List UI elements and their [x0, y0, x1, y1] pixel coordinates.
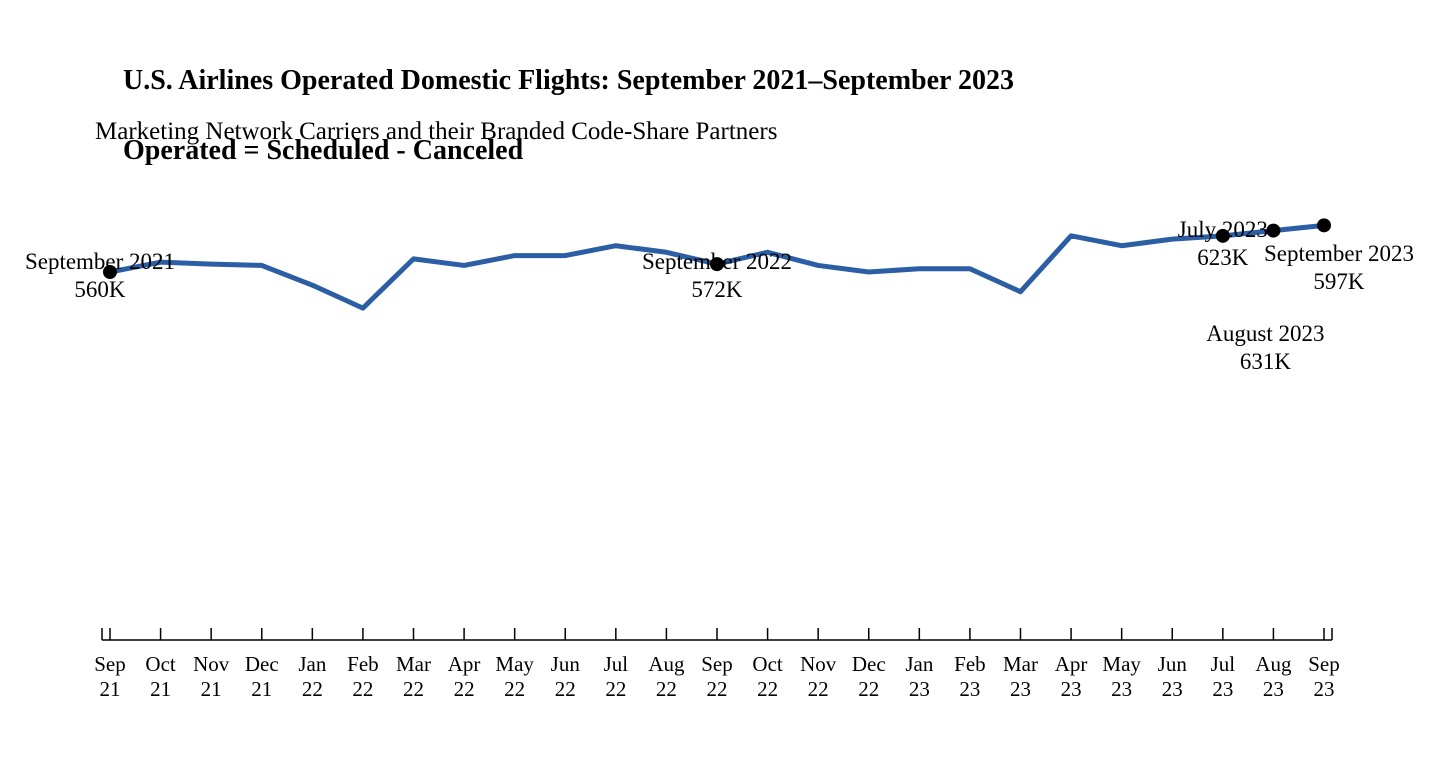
x-tick-label: Nov21 [193, 652, 229, 702]
x-tick-label: Oct22 [752, 652, 782, 702]
x-tick-month: Dec [245, 652, 279, 677]
x-tick-year: 22 [752, 677, 782, 702]
data-point-label-name: August 2023 [1206, 320, 1324, 348]
x-tick-month: Jun [551, 652, 580, 677]
x-tick-month: Mar [1003, 652, 1038, 677]
x-tick-year: 23 [1158, 677, 1187, 702]
data-point-label: September 2022572K [642, 248, 792, 303]
x-tick-year: 22 [648, 677, 684, 702]
x-tick-year: 23 [905, 677, 933, 702]
x-tick-label: Aug23 [1255, 652, 1291, 702]
x-tick-year: 22 [298, 677, 326, 702]
x-tick-month: May [1102, 652, 1141, 677]
data-point-label-name: September 2022 [642, 248, 792, 276]
x-tick-label: Jan23 [905, 652, 933, 702]
x-tick-year: 22 [551, 677, 580, 702]
x-tick-year: 23 [1102, 677, 1141, 702]
x-tick-year: 22 [495, 677, 534, 702]
x-tick-label: Aug22 [648, 652, 684, 702]
x-tick-label: Mar23 [1003, 652, 1038, 702]
data-point-label-value: 560K [25, 276, 175, 304]
x-tick-label: Sep23 [1308, 652, 1340, 702]
x-tick-year: 23 [1308, 677, 1340, 702]
data-point-label: September 2023597K [1264, 240, 1414, 295]
x-tick-year: 21 [145, 677, 175, 702]
x-tick-year: 21 [94, 677, 126, 702]
page: U.S. Airlines Operated Domestic Flights:… [0, 0, 1430, 764]
x-tick-year: 23 [1211, 677, 1236, 702]
x-tick-year: 23 [1255, 677, 1291, 702]
data-point-label-name: July 2023 [1178, 216, 1268, 244]
data-point-label-name: September 2021 [25, 248, 175, 276]
x-tick-label: Feb22 [347, 652, 379, 702]
x-tick-month: Oct [752, 652, 782, 677]
data-point-label-value: 623K [1178, 244, 1268, 272]
x-tick-label: Oct21 [145, 652, 175, 702]
x-tick-month: Sep [94, 652, 126, 677]
data-point-label: August 2023631K [1206, 320, 1324, 375]
x-tick-month: Dec [852, 652, 886, 677]
x-tick-year: 21 [245, 677, 279, 702]
x-tick-month: Aug [1255, 652, 1291, 677]
x-tick-label: May23 [1102, 652, 1141, 702]
x-tick-month: Jul [604, 652, 629, 677]
x-tick-month: Nov [193, 652, 229, 677]
x-tick-label: Sep21 [94, 652, 126, 702]
x-tick-year: 22 [347, 677, 379, 702]
x-tick-label: Jul22 [604, 652, 629, 702]
data-point-label: September 2021560K [25, 248, 175, 303]
x-tick-month: Mar [396, 652, 431, 677]
x-tick-month: Jun [1158, 652, 1187, 677]
x-tick-label: Jan22 [298, 652, 326, 702]
line-chart [0, 0, 1430, 764]
x-tick-label: May22 [495, 652, 534, 702]
data-point-label-value: 597K [1264, 268, 1414, 296]
x-tick-label: Jun23 [1158, 652, 1187, 702]
x-tick-label: Dec22 [852, 652, 886, 702]
x-tick-label: Jun22 [551, 652, 580, 702]
x-tick-year: 22 [701, 677, 733, 702]
x-tick-label: Jul23 [1211, 652, 1236, 702]
x-tick-year: 21 [193, 677, 229, 702]
x-tick-label: Nov22 [800, 652, 836, 702]
x-tick-month: Apr [1055, 652, 1088, 677]
x-tick-year: 23 [1003, 677, 1038, 702]
x-tick-month: Aug [648, 652, 684, 677]
x-tick-month: Sep [701, 652, 733, 677]
x-tick-label: Apr22 [448, 652, 481, 702]
x-tick-month: Nov [800, 652, 836, 677]
x-tick-label: Apr23 [1055, 652, 1088, 702]
x-tick-year: 23 [1055, 677, 1088, 702]
data-point-label-value: 631K [1206, 348, 1324, 376]
x-tick-label: Feb23 [954, 652, 986, 702]
x-tick-year: 22 [852, 677, 886, 702]
x-tick-month: Jul [1211, 652, 1236, 677]
x-tick-year: 22 [800, 677, 836, 702]
x-tick-label: Sep22 [701, 652, 733, 702]
x-tick-month: Feb [954, 652, 986, 677]
x-tick-year: 23 [954, 677, 986, 702]
x-tick-label: Mar22 [396, 652, 431, 702]
x-tick-label: Dec21 [245, 652, 279, 702]
x-tick-month: Feb [347, 652, 379, 677]
x-tick-year: 22 [396, 677, 431, 702]
x-tick-month: Jan [298, 652, 326, 677]
x-tick-month: Apr [448, 652, 481, 677]
data-point-label-value: 572K [642, 276, 792, 304]
x-tick-month: Sep [1308, 652, 1340, 677]
x-tick-year: 22 [604, 677, 629, 702]
x-tick-month: Oct [145, 652, 175, 677]
x-tick-month: Jan [905, 652, 933, 677]
data-point-label-name: September 2023 [1264, 240, 1414, 268]
x-tick-year: 22 [448, 677, 481, 702]
data-point-label: July 2023623K [1178, 216, 1268, 271]
x-tick-month: May [495, 652, 534, 677]
